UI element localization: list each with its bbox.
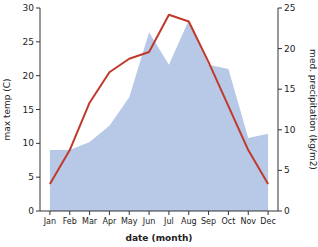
- y2-tick: [278, 170, 282, 171]
- x-tick: [268, 211, 269, 215]
- x-tick-label: Nov: [240, 217, 256, 226]
- y-tick: [36, 75, 40, 76]
- chart-container: 0 5 10 15 20 25 30 0 5 10 15 20 25 Jan Feb Mar Apr May Jun…: [0, 0, 318, 247]
- x-tick-label: May: [121, 217, 138, 226]
- y-tick: [36, 211, 40, 212]
- y-tick: [36, 177, 40, 178]
- x-tick-label: Jun: [142, 217, 156, 226]
- y2-tick-label: 15: [284, 84, 295, 94]
- x-tick: [168, 211, 169, 215]
- y2-axis-label: med. precipitation (kg/m2): [308, 49, 318, 170]
- y2-tick-label: 25: [284, 3, 295, 13]
- x-tick: [69, 211, 70, 215]
- y2-tick-label: 10: [284, 125, 296, 135]
- x-axis-label: date (month): [126, 233, 193, 243]
- x-tick-label: Mar: [82, 217, 98, 226]
- y-axis-label: max temp (C): [2, 78, 12, 140]
- y-tick-label: 30: [23, 3, 35, 13]
- x-tick: [109, 211, 110, 215]
- x-tick-label: Dec: [260, 217, 275, 226]
- y2-tick: [278, 211, 282, 212]
- y-tick: [36, 8, 40, 9]
- y-tick-label: 25: [23, 37, 34, 47]
- x-tick: [228, 211, 229, 215]
- y2-tick-label: 0: [284, 206, 290, 216]
- x-tick-label: Aug: [181, 217, 197, 226]
- y2-axis-line: [278, 8, 279, 211]
- chart: 0 5 10 15 20 25 30 0 5 10 15 20 25 Jan Feb Mar Apr May Jun…: [0, 0, 318, 247]
- x-tick: [129, 211, 130, 215]
- y-tick-label: 5: [28, 172, 34, 182]
- x-tick-label: Jul: [163, 217, 174, 226]
- precip-area: [50, 20, 268, 211]
- y-tick: [36, 109, 40, 110]
- x-tick-label: Sep: [201, 217, 216, 226]
- x-tick: [149, 211, 150, 215]
- plot-marks: [50, 15, 268, 211]
- y2-tick-label: 5: [284, 165, 290, 175]
- x-tick: [49, 211, 50, 215]
- x-tick: [188, 211, 189, 215]
- x-tick: [89, 211, 90, 215]
- x-tick-label: Apr: [102, 217, 117, 226]
- y-tick: [36, 41, 40, 42]
- x-tick-label: Jan: [43, 217, 56, 226]
- x-tick: [248, 211, 249, 215]
- x-tick-label: Oct: [221, 217, 235, 226]
- y2-tick: [278, 89, 282, 90]
- y2-tick-label: 20: [284, 44, 296, 54]
- y-tick-label: 15: [23, 105, 34, 115]
- x-axis-line: [40, 211, 278, 212]
- y-tick: [36, 143, 40, 144]
- y-tick-label: 10: [23, 138, 35, 148]
- temp-line: [50, 15, 268, 184]
- y-tick-label: 20: [23, 71, 35, 81]
- y-tick-label: 0: [28, 206, 34, 216]
- y2-tick: [278, 48, 282, 49]
- y2-tick: [278, 8, 282, 9]
- y2-tick: [278, 129, 282, 130]
- x-tick: [208, 211, 209, 215]
- x-tick-label: Feb: [63, 217, 77, 226]
